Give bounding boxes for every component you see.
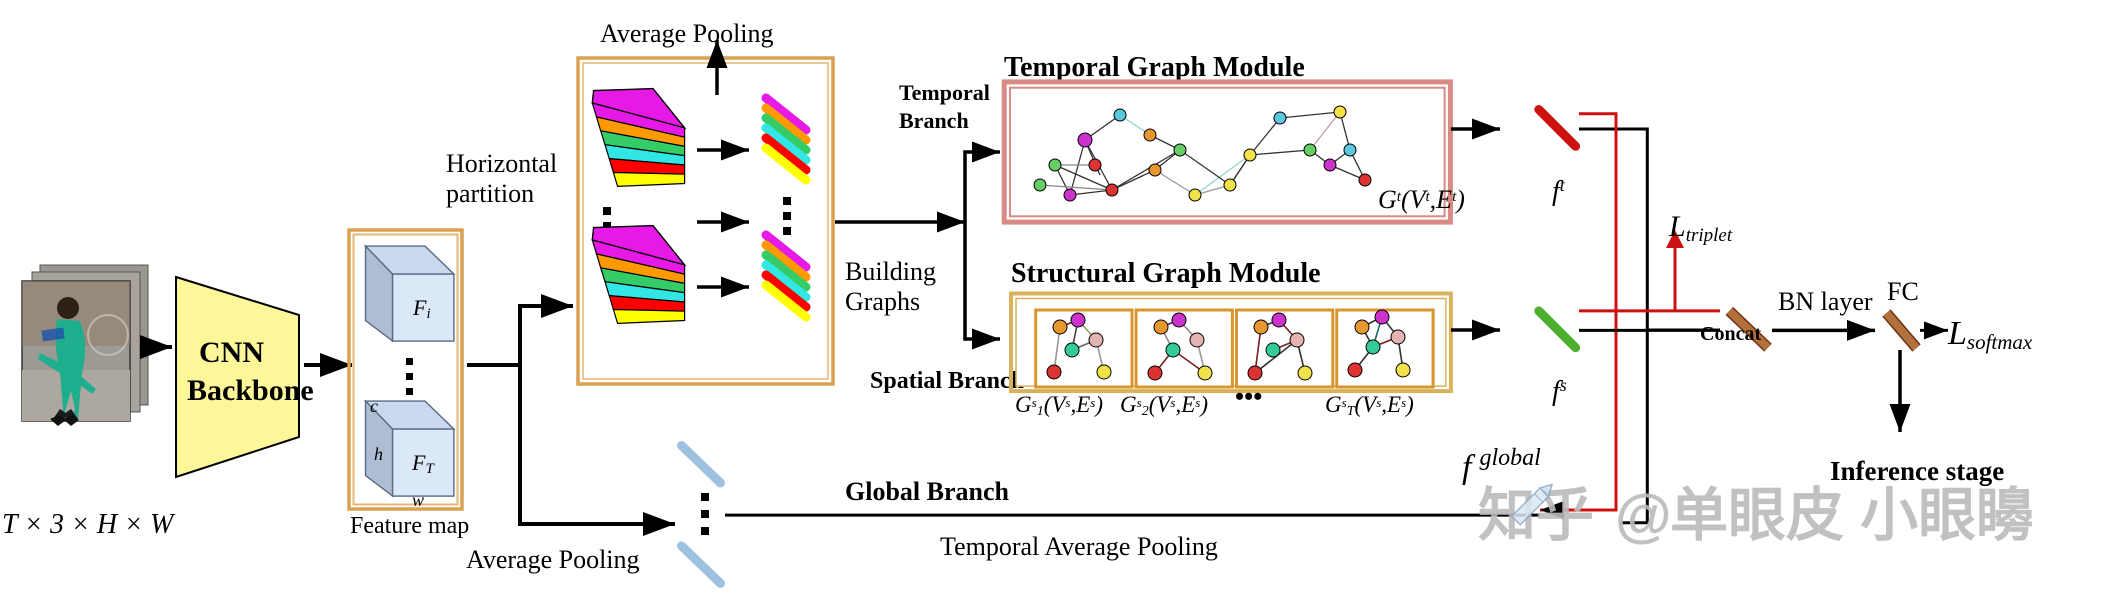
svg-text:Spatial Branch: Spatial Branch [870, 368, 1024, 394]
svg-text:h: h [374, 444, 383, 464]
svg-text:Gs1(Vs,Es): Gs1(Vs,Es) [1015, 392, 1103, 419]
svg-text:f global: f global [1462, 445, 1541, 486]
svg-text:@: @ [1615, 483, 1672, 548]
svg-text:单眼皮 小眼矏: 单眼皮 小眼矏 [1670, 483, 2034, 548]
svg-text:Average Pooling: Average Pooling [466, 545, 640, 574]
svg-text:Gt(Vt,Et): Gt(Vt,Et) [1378, 185, 1465, 214]
svg-text:Temporal: Temporal [899, 80, 990, 105]
svg-text:Structural Graph Module: Structural Graph Module [1011, 258, 1321, 289]
svg-text:partition: partition [446, 179, 534, 208]
svg-text:Ltriplet: Ltriplet [1668, 210, 1733, 246]
svg-text:Lsoftmax: Lsoftmax [1947, 315, 2033, 354]
svg-text:Feature map: Feature map [350, 513, 469, 539]
svg-text:w: w [412, 490, 424, 510]
svg-text:GsT(Vs,Es): GsT(Vs,Es) [1325, 392, 1414, 419]
svg-text:FC: FC [1887, 277, 1919, 306]
svg-text:ft: ft [1552, 175, 1566, 207]
svg-text:T × 3 × H × W: T × 3 × H × W [2, 509, 176, 540]
svg-text:CNN: CNN [199, 336, 264, 369]
svg-text:Concat: Concat [1700, 323, 1761, 345]
svg-text:Branch: Branch [899, 108, 969, 133]
svg-text:Horizontal: Horizontal [446, 149, 557, 178]
svg-text:Gs2(Vs,Es): Gs2(Vs,Es) [1120, 392, 1208, 419]
svg-text:BN layer: BN layer [1778, 287, 1873, 316]
svg-text:Inference stage: Inference stage [1830, 456, 2004, 486]
svg-text:Global Branch: Global Branch [845, 477, 1010, 506]
svg-text:Graphs: Graphs [845, 287, 920, 316]
svg-text:Temporal Average Pooling: Temporal Average Pooling [940, 532, 1218, 561]
svg-text:Building: Building [845, 257, 936, 286]
svg-text:Backbone: Backbone [187, 374, 314, 407]
svg-text:fs: fs [1552, 375, 1567, 407]
svg-text:•••: ••• [1235, 382, 1262, 411]
svg-text:c: c [370, 396, 378, 416]
svg-text:Temporal Graph Module: Temporal Graph Module [1004, 52, 1305, 83]
svg-text:Average Pooling: Average Pooling [600, 19, 774, 48]
